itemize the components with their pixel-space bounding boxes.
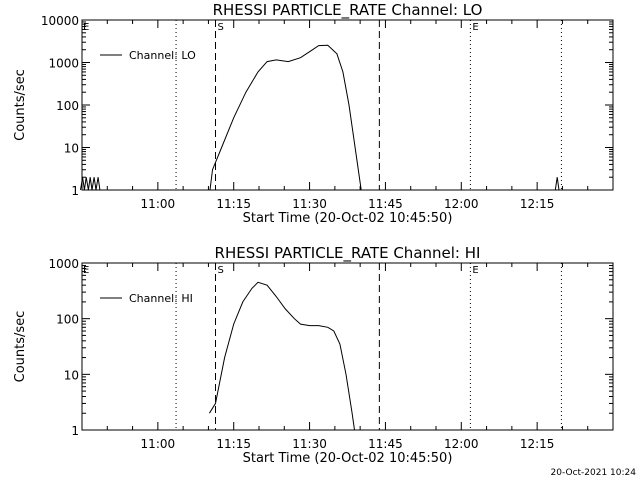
x-tick-label: 12:15 [520,437,555,451]
y-axis-label: Counts/sec [13,311,28,383]
y-tick-label: 1000 [48,257,79,271]
x-tick-label: 11:00 [141,197,176,211]
x-tick-label: 11:45 [368,197,403,211]
legend-entry: Channel: HI [129,292,193,305]
lo-channel-panel: RHESSI PARTICLE_RATE Channel: LO 11:00 11:… [13,1,614,226]
x-tick-label: 12:00 [444,437,479,451]
corner-marker-label: E [83,265,89,276]
x-tick-label: 11:45 [368,437,403,451]
chart-title: RHESSI PARTICLE_RATE Channel: LO [213,1,483,20]
y-axis-label: Counts/sec [13,69,28,141]
marker-label: E [472,22,478,33]
series-line-segment [209,44,362,191]
x-tick-label: 11:30 [292,197,327,211]
y-tick-label: 1000 [48,57,79,71]
legend-entry: Channel: LO [129,49,196,62]
y-tick-label: 10 [64,368,79,382]
series-line-segment [554,177,560,191]
y-tick-label: 10000 [41,14,79,28]
chart-title: RHESSI PARTICLE_RATE Channel: HI [215,244,481,263]
y-tick-label: 100 [56,99,79,113]
series-line-segment [208,281,355,431]
marker-label: S [218,265,224,276]
x-tick-label: 11:30 [292,437,327,451]
hi-channel-panel: RHESSI PARTICLE_RATE Channel: HI 11:00 11:… [13,244,614,466]
x-tick-label: 12:15 [520,197,555,211]
x-axis-label: Start Time (20-Oct-02 10:45:50) [243,451,453,466]
y-tick-label: 1 [71,424,79,438]
marker-label: E [472,265,478,276]
x-tick-label: 11:00 [141,437,176,451]
x-tick-label: 11:15 [216,437,251,451]
x-axis-label: Start Time (20-Oct-02 10:45:50) [243,211,453,226]
plot-frame [81,19,614,191]
corner-marker-label: E [83,22,89,33]
series-line-segment [80,177,101,191]
plot-frame [81,262,614,431]
y-tick-label: 10 [64,142,79,156]
y-tick-label: 1 [71,184,79,198]
x-tick-label: 12:00 [444,197,479,211]
marker-label: S [218,22,224,33]
y-tick-label: 100 [56,313,79,327]
generation-timestamp: 20-Oct-2021 10:24 [550,468,636,478]
x-tick-label: 11:15 [216,197,251,211]
